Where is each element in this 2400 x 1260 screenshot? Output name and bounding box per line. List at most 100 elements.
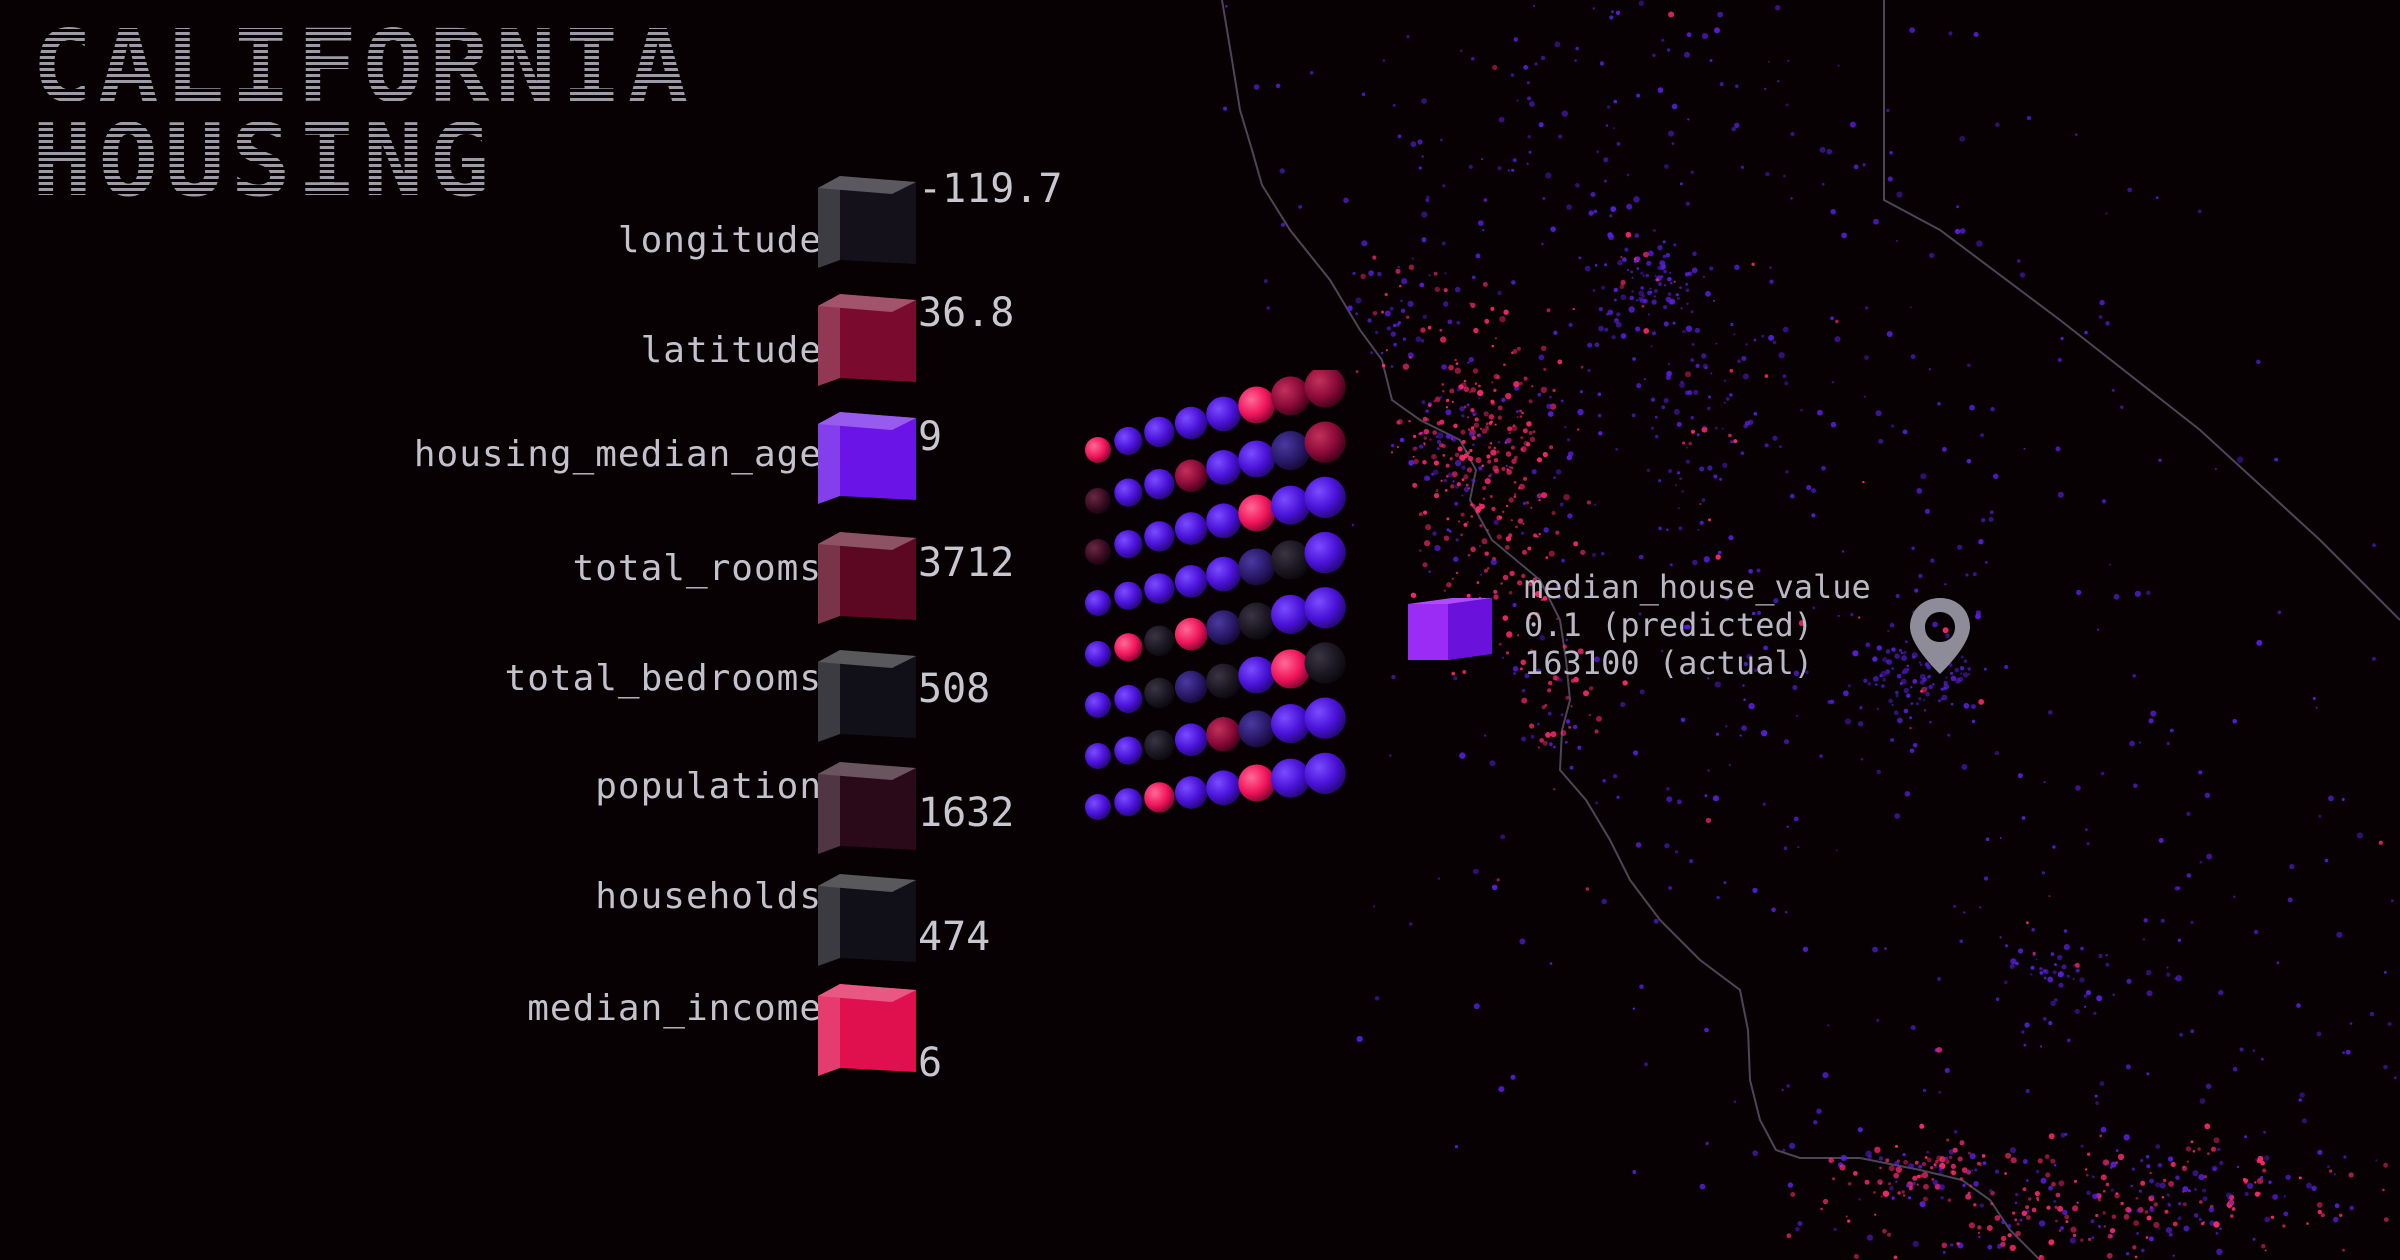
map-data-point [1664, 284, 1667, 287]
map-data-point [1519, 409, 1523, 413]
map-data-point [1484, 478, 1491, 485]
map-data-point [1381, 310, 1385, 314]
map-data-point [1548, 550, 1555, 557]
map-data-point [1797, 846, 1800, 849]
map-data-point [1523, 376, 1528, 381]
map-data-point [1635, 256, 1641, 261]
map-data-point [2393, 1076, 2397, 1080]
map-data-point [1729, 393, 1733, 397]
map-data-point [1858, 1198, 1861, 1201]
map-data-point [2125, 1252, 2130, 1256]
map-data-point [1967, 1151, 1971, 1155]
map-data-point [1968, 1222, 1975, 1229]
map-data-point [1421, 211, 1428, 218]
map-data-point [1497, 166, 1502, 171]
map-data-point [1753, 338, 1757, 342]
map-data-point [1642, 274, 1645, 277]
map-data-point [1953, 905, 1956, 908]
map-data-point [1894, 1160, 1900, 1166]
map-data-point [1460, 429, 1466, 435]
neuron [1174, 776, 1208, 809]
map-data-point [1919, 663, 1923, 666]
map-data-point [1406, 315, 1410, 319]
map-data-point [2043, 976, 2047, 980]
map-data-point [1797, 1221, 1803, 1227]
map-data-point [1687, 118, 1690, 121]
feature-cube-total-bedrooms[interactable] [818, 646, 916, 746]
map-data-point [1686, 302, 1689, 305]
map-data-point [2382, 1188, 2385, 1192]
map-data-point [1639, 689, 1645, 695]
feature-cube-longitude[interactable] [818, 172, 916, 272]
map-data-point [1549, 395, 1552, 399]
map-data-point [1434, 545, 1441, 552]
map-data-point [2343, 1155, 2347, 1159]
neural-network-hidden-layer[interactable] [1080, 370, 1360, 890]
map-data-point [2022, 1159, 2028, 1164]
map-data-point [1521, 697, 1528, 704]
map-data-point [1960, 672, 1963, 675]
map-data-point [2230, 1214, 2234, 1218]
feature-cube-total-rooms[interactable] [818, 528, 916, 628]
map-data-point [1562, 644, 1567, 649]
map-data-point [1489, 442, 1493, 445]
map-data-point [2085, 1168, 2088, 1171]
map-data-point [1352, 271, 1356, 276]
map-data-point [1741, 356, 1747, 361]
map-data-point [1918, 573, 1923, 579]
feature-cube-housing-median-age[interactable] [818, 408, 916, 508]
map-data-point [1442, 184, 1446, 188]
map-data-point [1671, 103, 1678, 110]
map-pin-icon[interactable] [1904, 594, 1976, 678]
feature-cube-median-income[interactable] [818, 980, 916, 1080]
map-data-point [2009, 963, 2015, 969]
map-data-point [2172, 1221, 2178, 1227]
map-data-point [1436, 447, 1440, 451]
feature-cube-households[interactable] [818, 870, 916, 970]
map-data-point [1728, 535, 1734, 541]
map-data-point [1903, 650, 1907, 655]
map-data-point [1443, 535, 1450, 541]
map-data-point [1714, 426, 1718, 430]
map-data-point [1512, 158, 1517, 163]
map-data-point [1657, 245, 1663, 251]
map-data-point [2158, 458, 2162, 462]
map-data-point [1616, 312, 1621, 317]
map-data-point [1730, 440, 1734, 444]
map-data-point [1795, 1227, 1800, 1232]
map-data-point [1553, 330, 1558, 335]
map-data-point [1517, 518, 1524, 524]
map-data-point [1610, 206, 1617, 213]
map-data-point [2039, 1255, 2043, 1258]
map-data-point [2150, 1194, 2155, 1199]
map-data-point [1909, 748, 1915, 754]
map-data-point [1880, 1195, 1883, 1198]
cube-front-face [840, 650, 916, 738]
map-data-point [1651, 331, 1657, 336]
map-data-point [2043, 781, 2046, 784]
map-data-point [1554, 41, 1561, 48]
map-data-point [1453, 423, 1458, 429]
map-data-point [2283, 1211, 2289, 1217]
map-data-point [1525, 501, 1530, 505]
map-data-point [2040, 1177, 2047, 1184]
map-data-point [1500, 834, 1506, 840]
map-data-point [1790, 197, 1793, 200]
map-data-point [1467, 451, 1471, 455]
map-data-point [1501, 397, 1506, 403]
map-data-point [2141, 1248, 2145, 1253]
map-data-point [1461, 414, 1465, 418]
feature-cube-population[interactable] [818, 758, 916, 858]
feature-cube-latitude[interactable] [818, 290, 916, 390]
map-data-point [1894, 653, 1900, 659]
map-data-point [1667, 48, 1671, 52]
map-data-point [2015, 1230, 2021, 1237]
map-data-point [1566, 719, 1570, 724]
output-cube[interactable] [1408, 598, 1492, 660]
map-data-point [1441, 383, 1445, 386]
map-data-point [2187, 1189, 2191, 1193]
map-data-point [1975, 613, 1981, 620]
map-data-point [1406, 35, 1410, 39]
map-data-point [2102, 1190, 2106, 1193]
